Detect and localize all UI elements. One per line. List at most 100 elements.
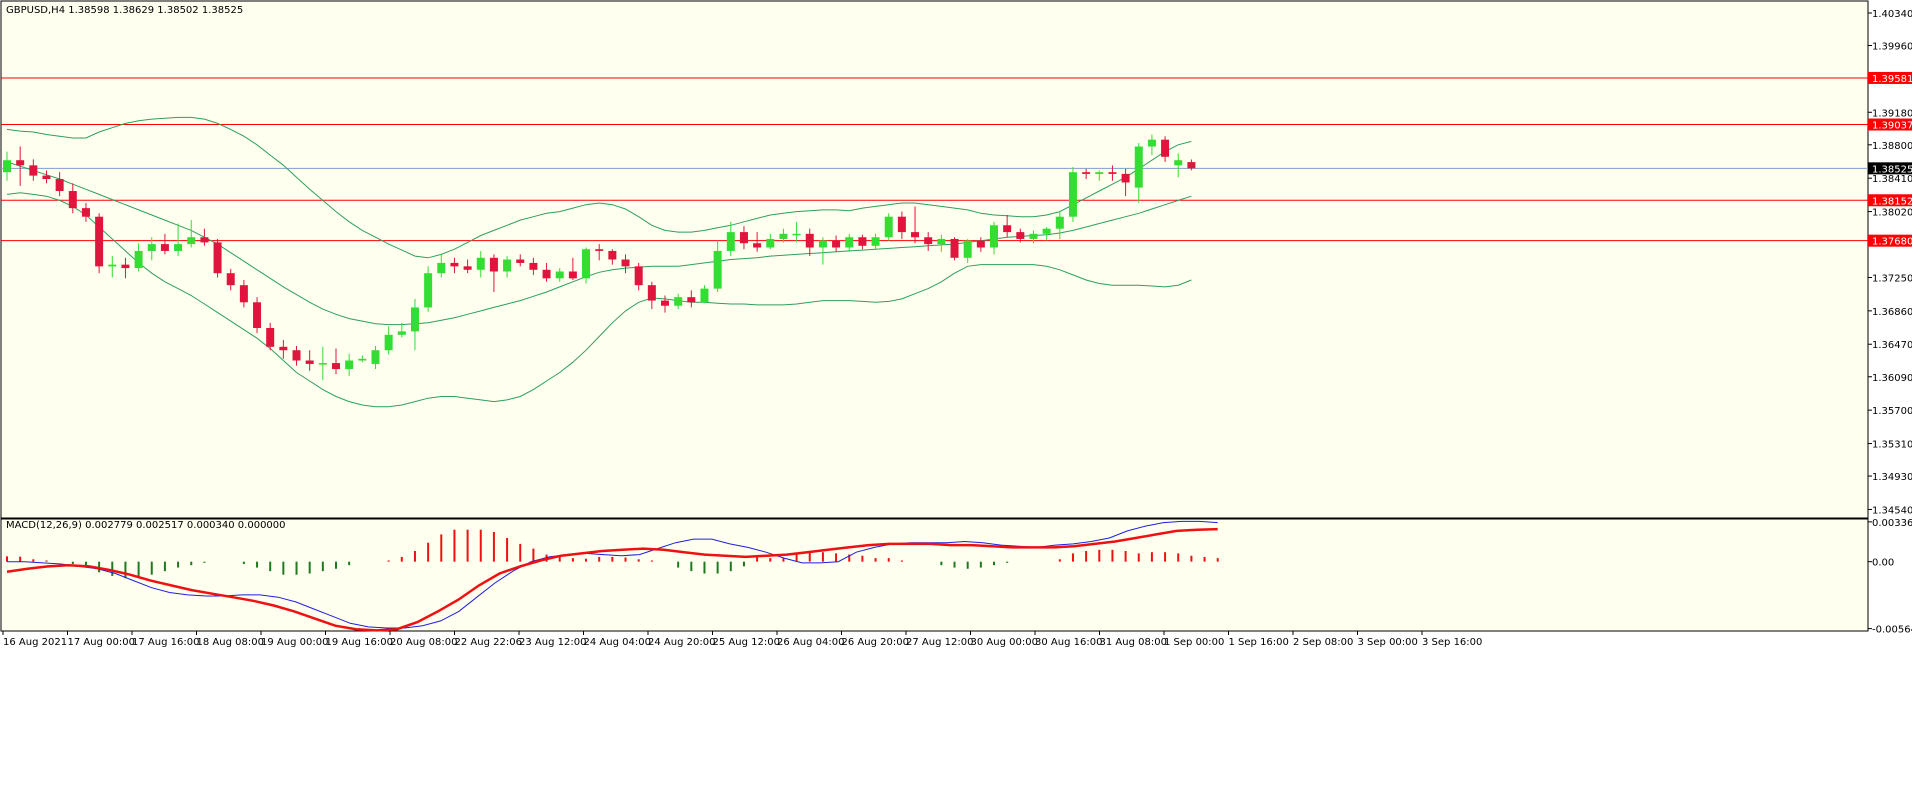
candle: [555, 268, 564, 282]
candle-body: [16, 160, 25, 166]
candle: [1016, 228, 1025, 243]
candle: [674, 293, 683, 310]
candle: [1174, 153, 1183, 178]
candle: [858, 234, 867, 250]
price-tick-label: 1.40340: [1872, 9, 1912, 20]
candle-body: [845, 237, 854, 248]
price-tick-label: 1.36470: [1872, 340, 1912, 351]
macd-tick-label: 0.00336: [1872, 518, 1912, 529]
candle-body: [884, 216, 893, 238]
candle: [582, 247, 591, 284]
candle: [1095, 170, 1104, 181]
candle: [739, 226, 748, 250]
candle: [16, 146, 25, 186]
price-tick-label: 1.39180: [1872, 108, 1912, 119]
candle-body: [1055, 216, 1064, 229]
candle: [1003, 214, 1012, 238]
time-tick-label: 26 Aug 04:00: [777, 637, 844, 648]
price-tick-label: 1.36860: [1872, 307, 1912, 318]
candle-body: [437, 262, 446, 274]
level-price-label: 1.39581: [1872, 74, 1912, 85]
macd-indicator: [6, 520, 1219, 632]
price-tick-label: 1.35700: [1872, 406, 1912, 417]
level-price-label: 1.39037: [1872, 121, 1912, 132]
candle-body: [371, 350, 380, 364]
candle: [871, 233, 880, 250]
candle-body: [424, 273, 433, 308]
candle-body: [1068, 172, 1077, 217]
candle-body: [266, 327, 275, 347]
macd-pane[interactable]: [0, 518, 1869, 632]
bollinger-lower-line: [6, 192, 1192, 408]
price-tick-label: 1.38800: [1872, 141, 1912, 152]
candle: [897, 211, 906, 239]
candle: [529, 257, 538, 275]
candle: [621, 254, 630, 274]
macd-tick-label: 0.00: [1872, 558, 1894, 569]
candle-body: [200, 237, 209, 243]
candle-body: [621, 259, 630, 267]
candle: [200, 228, 209, 246]
candle: [503, 256, 512, 278]
candle: [542, 262, 551, 282]
candle: [3, 151, 11, 181]
candle: [1147, 134, 1156, 156]
level-price-tag: [1868, 194, 1912, 207]
current-price-label: 1.38525: [1872, 164, 1912, 175]
time-tick-label: 19 Aug 00:00: [261, 637, 328, 648]
time-tick-label: 17 Aug 00:00: [68, 637, 135, 648]
candle: [489, 254, 498, 293]
candle-body: [463, 266, 472, 270]
candle-body: [871, 237, 880, 246]
candle-body: [121, 264, 130, 269]
candle: [81, 203, 90, 222]
candle: [410, 298, 419, 351]
candle-body: [582, 249, 591, 279]
candle: [68, 183, 77, 214]
candle-body: [384, 334, 393, 351]
candle-body: [832, 240, 841, 248]
candle: [279, 339, 288, 359]
candle-body: [976, 240, 985, 248]
candle: [160, 233, 169, 255]
candle-body: [3, 160, 11, 173]
candle-body: [345, 360, 354, 370]
candle: [845, 233, 854, 252]
candle: [332, 348, 340, 375]
candle: [292, 345, 301, 366]
candle-body: [687, 297, 696, 303]
candle-body: [292, 350, 301, 361]
price-tick-label: 1.36090: [1872, 373, 1912, 384]
candle-body: [108, 264, 117, 267]
candle-body: [1108, 172, 1117, 174]
time-tick-label: 24 Aug 20:00: [648, 637, 715, 648]
macd-tick-label: -0.005648: [1872, 625, 1912, 636]
candle-body: [1161, 139, 1170, 157]
candle-body: [95, 216, 104, 267]
time-tick-label: 1 Sep 00:00: [1164, 637, 1224, 648]
price-tick-label: 1.35310: [1872, 440, 1912, 451]
candle-body: [542, 269, 551, 279]
candle-body: [503, 259, 512, 272]
candle: [371, 345, 380, 370]
time-tick-label: 24 Aug 04:00: [584, 637, 651, 648]
candle-body: [713, 250, 722, 289]
price-pane[interactable]: [0, 0, 1869, 519]
candle-body: [858, 237, 867, 246]
candle: [1161, 136, 1170, 162]
bollinger-upper-line: [6, 116, 1192, 259]
macd-line: [7, 520, 1218, 629]
time-tick-label: 16 Aug 2021: [3, 637, 67, 648]
candle: [1082, 168, 1091, 180]
signal-line: [6, 527, 1218, 632]
candle-body: [963, 240, 972, 258]
level-price-tag: [1868, 234, 1912, 247]
candle-body: [1147, 139, 1156, 147]
candle-body: [187, 237, 196, 245]
time-tick-label: 20 Aug 08:00: [390, 637, 457, 648]
candle-body: [726, 232, 735, 251]
level-price-tag: [1868, 71, 1912, 84]
candle-body: [516, 259, 525, 263]
candle: [1121, 168, 1130, 197]
